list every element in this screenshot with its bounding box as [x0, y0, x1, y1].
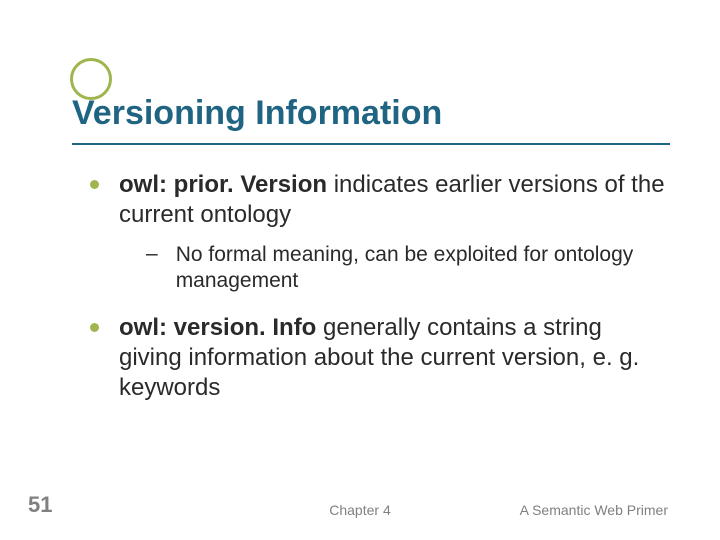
sub-bullet-item: – No formal meaning, can be exploited fo…	[146, 242, 670, 295]
bullet-item: owl: version. Info generally contains a …	[90, 313, 670, 403]
slide: Versioning Information owl: prior. Versi…	[0, 0, 720, 540]
footer: 51 Chapter 4 A Semantic Web Primer	[0, 498, 720, 518]
bold-term: owl: version. Info	[119, 314, 316, 341]
bullet-text: owl: prior. Version indicates earlier ve…	[119, 170, 670, 230]
bullet-marker-icon	[90, 180, 99, 189]
title-region: Versioning Information	[72, 95, 670, 132]
accent-circle	[70, 58, 112, 100]
slide-title: Versioning Information	[72, 95, 670, 132]
bold-term: owl: prior. Version	[119, 171, 327, 198]
bullet-item: owl: prior. Version indicates earlier ve…	[90, 170, 670, 230]
bullet-marker-icon	[90, 323, 99, 332]
dash-marker-icon: –	[146, 242, 158, 295]
content-area: owl: prior. Version indicates earlier ve…	[90, 170, 670, 411]
title-underline	[72, 143, 670, 145]
footer-right-text: A Semantic Web Primer	[520, 502, 668, 518]
bullet-text: owl: version. Info generally contains a …	[119, 313, 670, 403]
sub-bullet-text: No formal meaning, can be exploited for …	[176, 242, 670, 295]
